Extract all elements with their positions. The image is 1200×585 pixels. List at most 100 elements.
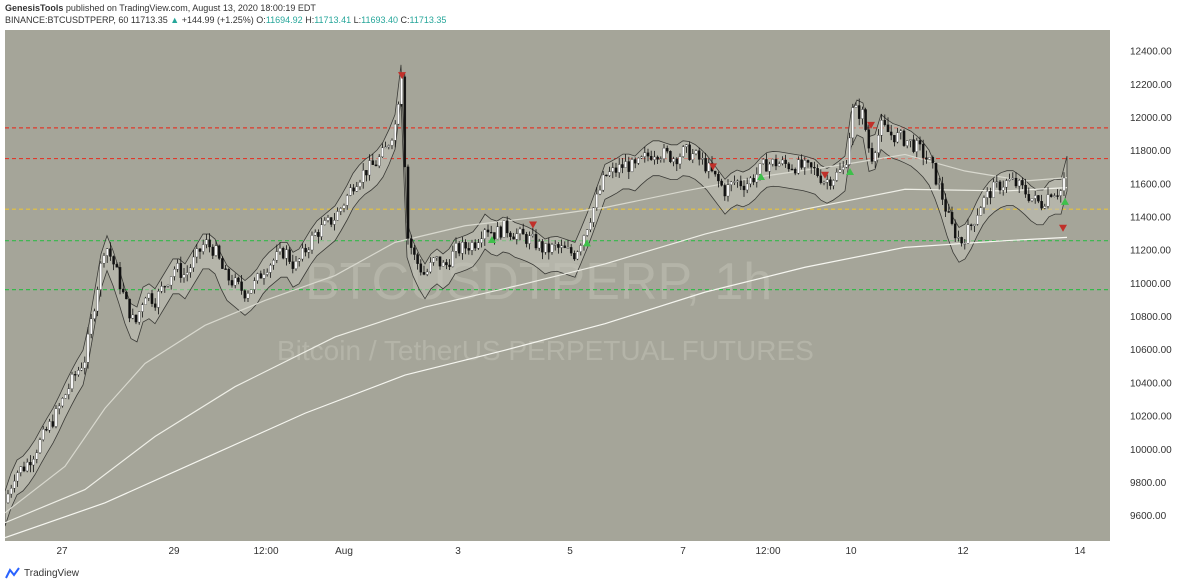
candle-down bbox=[288, 249, 291, 262]
sell-signal-icon bbox=[709, 163, 717, 171]
candle-up bbox=[797, 159, 800, 174]
candle-down bbox=[883, 120, 887, 125]
candle-down bbox=[224, 268, 227, 270]
candle-up bbox=[733, 181, 736, 183]
buy-signal-icon bbox=[1061, 197, 1069, 205]
candle-down bbox=[950, 212, 954, 224]
candle-down bbox=[563, 245, 567, 248]
candle-up bbox=[624, 161, 627, 168]
candle-down bbox=[1027, 194, 1031, 201]
candle-up bbox=[432, 257, 435, 263]
candle-up bbox=[185, 272, 189, 275]
candle-down bbox=[45, 429, 48, 431]
candle-up bbox=[67, 388, 71, 395]
low-value: 11693.40 bbox=[361, 15, 398, 25]
sell-signal-icon bbox=[1059, 224, 1067, 232]
candle-up bbox=[25, 462, 29, 472]
candle-up bbox=[643, 152, 647, 157]
candle-up bbox=[397, 104, 400, 125]
candle-down bbox=[931, 157, 935, 164]
candle-down bbox=[237, 277, 240, 282]
candle-up bbox=[531, 234, 535, 236]
candle-up bbox=[861, 109, 864, 119]
candle-down bbox=[1040, 201, 1043, 209]
last-price: 11713.35 bbox=[130, 15, 168, 25]
candle-down bbox=[128, 298, 131, 319]
candle-up bbox=[662, 147, 666, 159]
candle-down bbox=[870, 148, 874, 162]
x-tick-label: 5 bbox=[567, 546, 573, 557]
candle-up bbox=[89, 318, 93, 335]
x-tick-label: 12 bbox=[957, 546, 969, 557]
chart-plot-area[interactable]: BTCUSDTPERP, 1h Bitcoin / TetherUS PERPE… bbox=[5, 30, 1110, 541]
candle-down bbox=[198, 248, 202, 252]
candle-up bbox=[1059, 190, 1063, 196]
candle-up bbox=[601, 174, 605, 191]
candle-up bbox=[48, 421, 51, 431]
candle-up bbox=[265, 272, 269, 275]
candle-down bbox=[521, 228, 525, 235]
x-tick-label: 14 bbox=[1074, 546, 1086, 557]
candle-up bbox=[393, 123, 397, 141]
candle-down bbox=[121, 288, 125, 293]
candle-up bbox=[83, 362, 87, 369]
candle-up bbox=[566, 247, 570, 249]
candle-up bbox=[349, 187, 352, 196]
candle-up bbox=[515, 233, 519, 240]
candle-down bbox=[675, 158, 679, 165]
candle-up bbox=[838, 169, 842, 173]
candle-down bbox=[505, 220, 509, 234]
price-axis[interactable]: 12400.00 12200.00 12000.00 11800.00 11600.00… bbox=[1110, 30, 1200, 541]
candle-down bbox=[150, 293, 154, 304]
candle-up bbox=[16, 472, 19, 482]
tradingview-brand[interactable]: TradingView bbox=[24, 568, 80, 579]
candle-up bbox=[653, 156, 656, 160]
candle-up bbox=[560, 245, 563, 248]
candle-up bbox=[758, 163, 762, 175]
candle-down bbox=[217, 245, 221, 259]
candle-up bbox=[384, 146, 387, 149]
candle-down bbox=[464, 241, 467, 249]
trailing-band bbox=[5, 64, 1068, 527]
time-axis[interactable]: 27 29 12:00 Aug 3 5 7 12:00 10 12 14 bbox=[5, 541, 1110, 561]
candle-up bbox=[192, 256, 195, 268]
candle-up bbox=[13, 480, 16, 489]
candle-up bbox=[992, 181, 995, 198]
candle-up bbox=[480, 238, 483, 243]
ema-50-line bbox=[5, 153, 1068, 514]
buy-signal-icon bbox=[583, 239, 591, 247]
candle-up bbox=[736, 180, 739, 182]
candle-up bbox=[761, 159, 765, 164]
publish-line: GenesisTools published on TradingView.co… bbox=[5, 3, 316, 13]
candle-up bbox=[195, 248, 199, 258]
publisher-name[interactable]: GenesisTools bbox=[5, 3, 64, 13]
candle-up bbox=[1033, 195, 1037, 199]
sell-signal-icon bbox=[529, 221, 537, 229]
buy-signal-icon bbox=[488, 236, 496, 244]
candle-down bbox=[813, 167, 816, 169]
time-axis-svg: 27 29 12:00 Aug 3 5 7 12:00 10 12 14 bbox=[56, 546, 1086, 557]
candle-up bbox=[429, 262, 432, 273]
candle-up bbox=[745, 183, 749, 191]
candle-down bbox=[134, 314, 138, 323]
candle-up bbox=[333, 220, 336, 225]
candle-up bbox=[592, 207, 595, 223]
candle-up bbox=[966, 224, 970, 244]
y-tick-label: 10200.00 bbox=[1130, 412, 1172, 423]
candle-down bbox=[665, 147, 669, 152]
sell-signal-icon bbox=[821, 171, 829, 179]
candle-down bbox=[1024, 184, 1027, 195]
candle-down bbox=[633, 159, 637, 164]
symbol-label[interactable]: BINANCE:BTCUSDTPERP, 60 bbox=[5, 15, 129, 25]
candle-down bbox=[688, 144, 691, 160]
candle-up bbox=[963, 243, 967, 245]
candle-up bbox=[537, 241, 541, 249]
candle-up bbox=[157, 291, 160, 308]
candle-up bbox=[825, 179, 829, 183]
candle-up bbox=[339, 208, 343, 212]
candle-up bbox=[553, 244, 557, 246]
candle-up bbox=[1062, 177, 1066, 191]
candle-up bbox=[160, 286, 163, 292]
candle-up bbox=[342, 205, 346, 209]
x-tick-label: 7 bbox=[680, 546, 686, 557]
